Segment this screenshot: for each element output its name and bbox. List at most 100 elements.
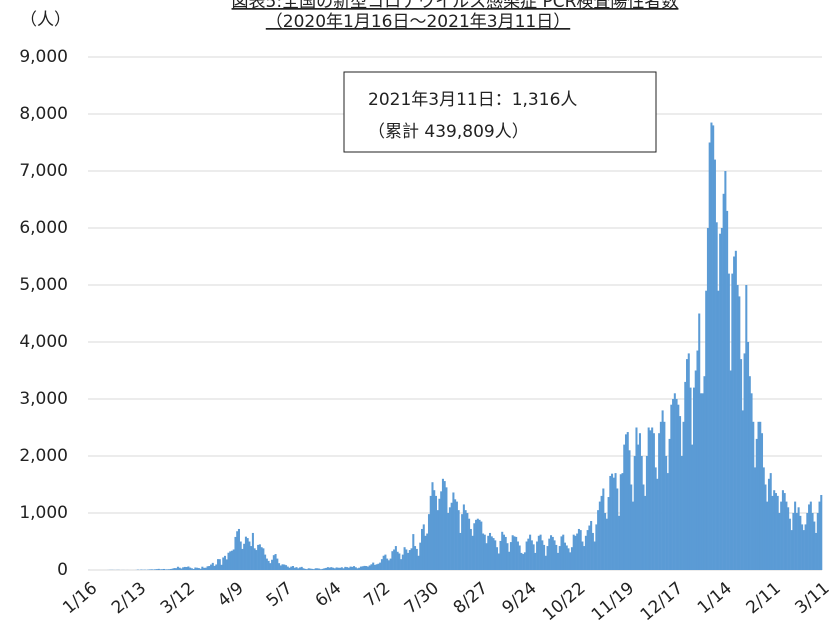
bar <box>712 125 715 571</box>
bar <box>190 568 193 570</box>
bar <box>253 548 256 570</box>
bar <box>217 559 220 570</box>
bar <box>576 533 579 570</box>
bar <box>588 525 591 570</box>
bar <box>572 534 575 570</box>
bar <box>332 567 335 570</box>
bar <box>239 541 242 570</box>
bar <box>396 551 399 570</box>
bar <box>241 548 244 570</box>
bar <box>736 285 739 570</box>
bar <box>611 473 614 570</box>
bar <box>740 359 743 570</box>
bar <box>727 273 730 570</box>
bar <box>811 513 814 570</box>
bar <box>530 540 533 570</box>
bar <box>319 569 322 570</box>
bar <box>729 370 732 570</box>
bar <box>394 546 397 570</box>
bar <box>717 290 720 570</box>
bar <box>698 313 701 570</box>
bar <box>448 507 451 570</box>
bar <box>630 484 633 570</box>
bar <box>162 568 166 570</box>
bar <box>560 536 563 570</box>
bar <box>802 530 805 570</box>
bar <box>260 547 263 570</box>
y-axis-label: （人） <box>20 10 71 30</box>
bar <box>203 567 206 570</box>
bar <box>176 566 179 570</box>
bar <box>391 551 394 570</box>
bar <box>631 501 635 570</box>
bar <box>255 550 258 570</box>
bar <box>769 473 772 570</box>
bar <box>304 568 307 570</box>
bar <box>434 495 437 570</box>
x-tick-label: 3/11 <box>791 578 833 618</box>
bar <box>792 513 795 570</box>
bar <box>764 484 767 570</box>
bar <box>152 569 155 570</box>
bar <box>483 534 486 570</box>
bar <box>237 528 240 570</box>
bar <box>283 564 286 570</box>
bar <box>180 568 183 570</box>
bar <box>600 495 603 570</box>
bar <box>433 490 436 570</box>
bar <box>295 567 298 570</box>
bar <box>672 399 675 570</box>
bar <box>644 495 647 570</box>
bar <box>480 521 483 570</box>
bar <box>647 427 650 570</box>
bar <box>227 552 230 570</box>
bar <box>612 477 615 570</box>
bar <box>305 569 308 570</box>
bar <box>358 567 361 570</box>
bar <box>734 250 737 571</box>
bar <box>619 474 622 570</box>
bar <box>642 484 645 570</box>
bar <box>272 555 275 570</box>
annotation-box <box>343 71 657 153</box>
bar <box>637 444 640 570</box>
bar <box>307 568 310 570</box>
bar <box>584 535 587 570</box>
bar <box>652 433 655 570</box>
y-tick-label: 4,000 <box>19 332 68 352</box>
bar <box>447 513 450 570</box>
bar <box>361 566 364 570</box>
bar <box>206 566 209 570</box>
bar <box>159 569 162 570</box>
bar <box>218 559 221 570</box>
bar <box>274 554 277 570</box>
bar <box>738 296 741 570</box>
bar <box>593 541 596 570</box>
bar <box>424 535 427 570</box>
bar <box>196 567 199 570</box>
bar <box>208 566 211 570</box>
bar <box>417 555 420 570</box>
bar <box>349 566 352 570</box>
bar <box>431 482 434 570</box>
bar <box>497 553 500 570</box>
bar <box>773 490 776 570</box>
bar <box>511 535 514 570</box>
bar <box>684 381 687 570</box>
bar <box>544 555 547 570</box>
bar <box>455 501 458 570</box>
bar <box>337 567 340 570</box>
bar <box>506 543 509 570</box>
bar <box>590 520 593 570</box>
bar <box>323 568 326 570</box>
bar <box>276 558 279 570</box>
bar <box>312 569 315 570</box>
bar <box>541 540 544 570</box>
bar <box>185 567 188 570</box>
bar <box>290 566 293 570</box>
annotation-line: （累計 439,809人） <box>368 122 529 142</box>
bar <box>762 467 765 570</box>
bar <box>687 353 690 570</box>
bar <box>326 567 329 570</box>
bar <box>776 495 779 570</box>
